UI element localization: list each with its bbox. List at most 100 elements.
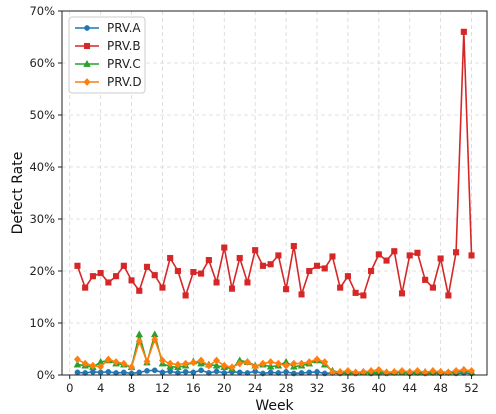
x-tick-label: 40 <box>371 381 386 395</box>
data-point <box>290 359 298 368</box>
x-tick-label: 44 <box>402 381 417 395</box>
legend-item: PRV.A <box>75 21 141 35</box>
data-point <box>444 368 452 377</box>
data-point <box>259 359 267 368</box>
data-point <box>151 335 159 344</box>
data-point <box>314 369 320 375</box>
data-point <box>383 257 390 264</box>
data-point <box>328 368 336 377</box>
data-point <box>205 370 212 376</box>
data-point <box>159 284 166 291</box>
data-point <box>243 358 251 366</box>
data-point <box>128 277 135 284</box>
y-tick-label: 60% <box>29 56 55 70</box>
data-point <box>236 369 243 376</box>
data-point <box>244 370 251 376</box>
data-point <box>313 262 321 269</box>
data-point <box>329 253 336 260</box>
data-point <box>422 276 429 283</box>
data-point <box>197 356 205 365</box>
legend-item: PRV.B <box>75 39 141 53</box>
legend-label: PRV.D <box>107 75 142 89</box>
data-point <box>228 363 236 372</box>
data-point <box>182 359 190 368</box>
data-point <box>136 287 143 294</box>
data-point <box>213 279 220 286</box>
data-point <box>228 285 236 292</box>
data-point <box>205 257 212 264</box>
x-tick-label: 48 <box>433 381 448 395</box>
y-tick-label: 30% <box>29 212 55 226</box>
x-tick-label: 16 <box>186 381 201 395</box>
x-tick-label: 12 <box>155 381 170 395</box>
data-point <box>453 249 460 256</box>
y-tick-label: 50% <box>29 108 55 122</box>
data-point <box>89 273 96 280</box>
data-point <box>252 247 259 254</box>
data-point <box>429 284 436 291</box>
data-point <box>468 366 476 375</box>
x-tick-label: 8 <box>128 381 135 395</box>
data-point <box>383 368 391 377</box>
data-point <box>213 368 220 375</box>
data-point <box>460 365 468 374</box>
data-point <box>282 361 290 370</box>
data-point <box>190 369 197 376</box>
data-point <box>305 358 313 366</box>
data-point <box>298 370 305 376</box>
data-point <box>74 369 81 376</box>
data-point <box>337 284 344 291</box>
data-point <box>82 284 89 291</box>
data-point <box>143 357 151 366</box>
data-point <box>468 252 475 259</box>
data-point <box>368 267 375 275</box>
x-tick-label: 36 <box>341 381 356 395</box>
x-tick-label: 52 <box>464 381 479 395</box>
data-point <box>74 262 81 269</box>
data-point <box>236 359 244 368</box>
data-point <box>212 361 221 369</box>
data-point <box>151 272 158 279</box>
data-point <box>104 355 112 364</box>
data-point <box>113 370 119 376</box>
data-point <box>82 370 89 376</box>
data-point <box>198 270 205 277</box>
plot-area-frame <box>61 10 488 376</box>
data-point <box>144 367 150 374</box>
data-point <box>306 267 313 275</box>
data-point <box>120 369 127 376</box>
data-point <box>290 242 297 250</box>
data-point <box>89 361 97 370</box>
data-point <box>398 366 406 375</box>
x-tick-label: 20 <box>217 381 232 395</box>
data-point <box>105 369 112 375</box>
data-point <box>259 262 266 269</box>
data-point <box>120 359 128 368</box>
x-tick-label: 24 <box>248 381 263 395</box>
legend-label: PRV.A <box>107 21 141 35</box>
y-tick-label: 70% <box>29 4 55 18</box>
x-tick-label: 0 <box>66 381 73 395</box>
data-point <box>120 262 127 269</box>
data-point <box>182 369 189 375</box>
y-axis-label: Defect Rate <box>10 152 26 235</box>
data-point <box>414 249 421 256</box>
data-point <box>151 367 158 374</box>
series-prv-c <box>73 330 476 376</box>
data-point <box>73 360 82 368</box>
series-line <box>77 333 472 374</box>
data-point <box>113 273 120 280</box>
series-layer <box>73 28 476 377</box>
data-point <box>275 252 282 259</box>
data-point <box>298 291 305 298</box>
data-point <box>421 368 429 377</box>
data-point <box>112 358 120 366</box>
data-point <box>159 369 166 376</box>
data-point <box>298 359 306 368</box>
data-point <box>437 255 444 262</box>
data-point <box>135 330 144 338</box>
series-prv-d <box>73 335 476 377</box>
legend-box <box>68 16 146 94</box>
series-prv-b <box>74 28 475 299</box>
